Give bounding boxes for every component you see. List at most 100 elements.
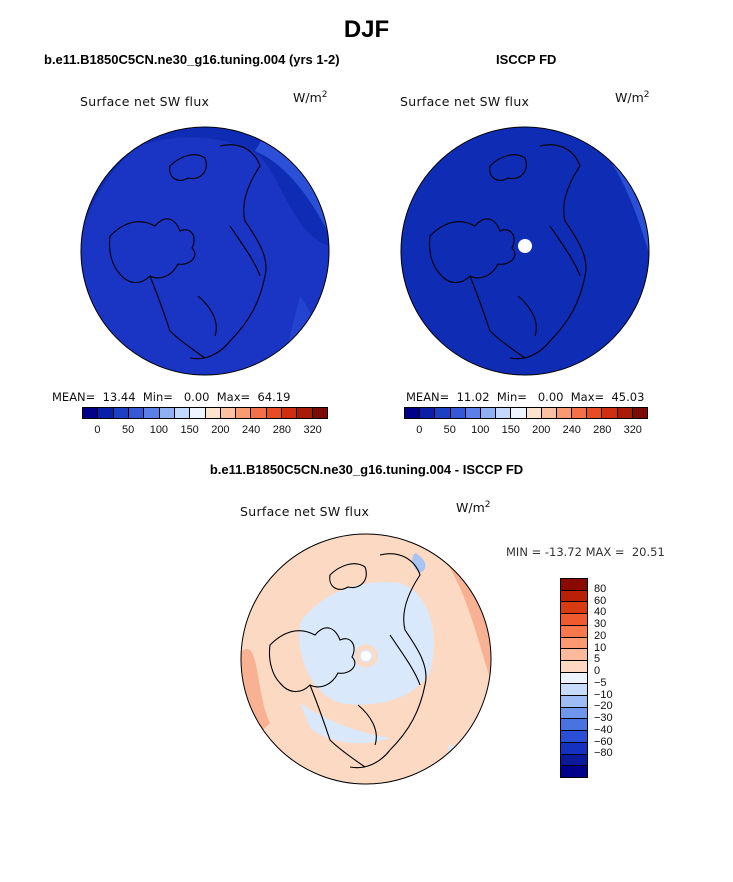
- figure-title: DJF: [343, 16, 390, 43]
- colorbar-tick-label: −40: [594, 723, 613, 736]
- colorbar-swatch: [561, 672, 587, 685]
- colorbar-tick-label: 200: [532, 424, 551, 436]
- colorbar-tick-label: −30: [594, 712, 613, 725]
- polar-map-obs: [400, 126, 650, 376]
- colorbar-swatch: [405, 408, 421, 418]
- colorbar-tick-label: 150: [501, 424, 520, 436]
- colorbar-swatch: [561, 660, 587, 673]
- colorbar-swatch: [420, 408, 436, 418]
- panel-label-model: Surface net SW flux: [80, 94, 210, 109]
- colorbar-tick-label: −60: [594, 735, 613, 748]
- colorbar-swatch: [561, 684, 587, 697]
- colorbar-swatch: [266, 408, 283, 418]
- colorbar-tick-label: 20: [594, 629, 607, 642]
- units-label-model: W/m2: [293, 90, 328, 106]
- colorbar-tick-label: 30: [594, 618, 607, 631]
- colorbar-tick-label: 320: [623, 424, 642, 436]
- colorbar-swatch: [236, 408, 252, 418]
- colorbar-swatch: [617, 408, 633, 418]
- diff-panel-label: Surface net SW flux: [240, 504, 370, 519]
- colorbar-swatch: [561, 754, 587, 767]
- colorbar-swatch: [297, 408, 313, 418]
- colorbar-diff: [560, 578, 588, 778]
- colorbar-swatch: [561, 649, 587, 661]
- colorbar-swatch: [83, 408, 99, 418]
- colorbar-tick-label: −10: [594, 688, 613, 701]
- units-label-obs: W/m2: [615, 90, 650, 106]
- colorbar-swatch: [251, 408, 267, 418]
- panel-subtitle-obs: ISCCP FD: [496, 52, 557, 67]
- pole-hole: [518, 239, 532, 253]
- colorbar-swatch: [205, 408, 221, 418]
- colorbar-swatch: [572, 408, 588, 418]
- colorbar-swatch: [159, 408, 175, 418]
- colorbar-swatch: [220, 408, 237, 418]
- colorbar-swatch: [174, 408, 191, 418]
- pole-hole: [361, 651, 371, 661]
- colorbar-tick-label: −80: [594, 747, 613, 760]
- colorbar-tick-label: −20: [594, 700, 613, 713]
- colorbar-swatch: [561, 731, 587, 743]
- colorbar-model: [82, 407, 328, 419]
- colorbar-tick-label: 50: [443, 424, 456, 436]
- colorbar-tick-label: 100: [471, 424, 490, 436]
- colorbar-swatch: [561, 766, 587, 777]
- polar-map-model: [80, 126, 330, 376]
- colorbar-tick-label: 200: [211, 424, 230, 436]
- colorbar-tick-label: 60: [594, 594, 607, 607]
- colorbar-tick-label: 10: [594, 641, 607, 654]
- colorbar-swatch: [561, 637, 587, 650]
- colorbar-swatch: [561, 602, 587, 615]
- coastlines: [268, 553, 427, 769]
- colorbar-swatch: [435, 408, 451, 418]
- colorbar-obs: [404, 407, 648, 419]
- colorbar-swatch: [496, 408, 512, 418]
- colorbar-swatch: [561, 579, 587, 591]
- colorbar-swatch: [561, 590, 587, 603]
- coastlines: [108, 144, 267, 360]
- colorbar-tick-label: 0: [594, 665, 601, 678]
- colorbar-tick-label: 320: [303, 424, 322, 436]
- stats-text-model: MEAN= 13.44 Min= 0.00 Max= 64.19: [52, 390, 291, 404]
- colorbar-swatch: [632, 408, 647, 418]
- panel-label-obs: Surface net SW flux: [400, 94, 530, 109]
- colorbar-swatch: [561, 719, 587, 732]
- colorbar-swatch: [190, 408, 206, 418]
- colorbar-tick-label: 0: [94, 424, 101, 436]
- colorbar-tick-label: 50: [122, 424, 135, 436]
- colorbar-swatch: [541, 408, 557, 418]
- colorbar-swatch: [465, 408, 481, 418]
- colorbar-tick-label: 80: [594, 582, 607, 595]
- coastlines: [428, 144, 587, 360]
- colorbar-swatch: [128, 408, 145, 418]
- colorbar-swatch: [587, 408, 603, 418]
- colorbar-tick-label: −5: [594, 676, 607, 689]
- colorbar-ticks-model: 0 50 100 150 200 240 280 320: [82, 424, 328, 438]
- colorbar-swatch: [561, 614, 587, 626]
- colorbar-tick-label: 150: [180, 424, 199, 436]
- colorbar-tick-label: 0: [416, 424, 423, 436]
- colorbar-swatch: [144, 408, 160, 418]
- colorbar-tick-label: 100: [149, 424, 169, 436]
- colorbar-swatch: [113, 408, 129, 418]
- colorbar-tick-label: 280: [593, 424, 612, 436]
- diff-units-label: W/m2: [456, 500, 491, 516]
- colorbar-swatch: [282, 408, 298, 418]
- colorbar-swatch: [561, 707, 587, 720]
- diff-subtitle: b.e11.B1850C5CN.ne30_g16.tuning.004 - IS…: [209, 462, 524, 477]
- colorbar-tick-label: 280: [272, 424, 292, 436]
- colorbar-tick-label: 240: [562, 424, 581, 436]
- diff-minmax-text: MIN = -13.72 MAX = 20.51: [506, 545, 665, 559]
- colorbar-tick-label: 40: [594, 606, 607, 619]
- colorbar-swatch: [556, 408, 573, 418]
- polar-map-diff: [240, 533, 492, 785]
- colorbar-swatch: [561, 625, 587, 638]
- colorbar-swatch: [602, 408, 618, 418]
- colorbar-tick-label: 240: [241, 424, 261, 436]
- colorbar-tick-label: 5: [594, 653, 601, 666]
- colorbar-swatch: [480, 408, 497, 418]
- colorbar-swatch: [561, 696, 587, 708]
- stats-text-obs: MEAN= 11.02 Min= 0.00 Max= 45.03: [406, 390, 645, 404]
- colorbar-swatch: [511, 408, 527, 418]
- colorbar-swatch: [312, 408, 327, 418]
